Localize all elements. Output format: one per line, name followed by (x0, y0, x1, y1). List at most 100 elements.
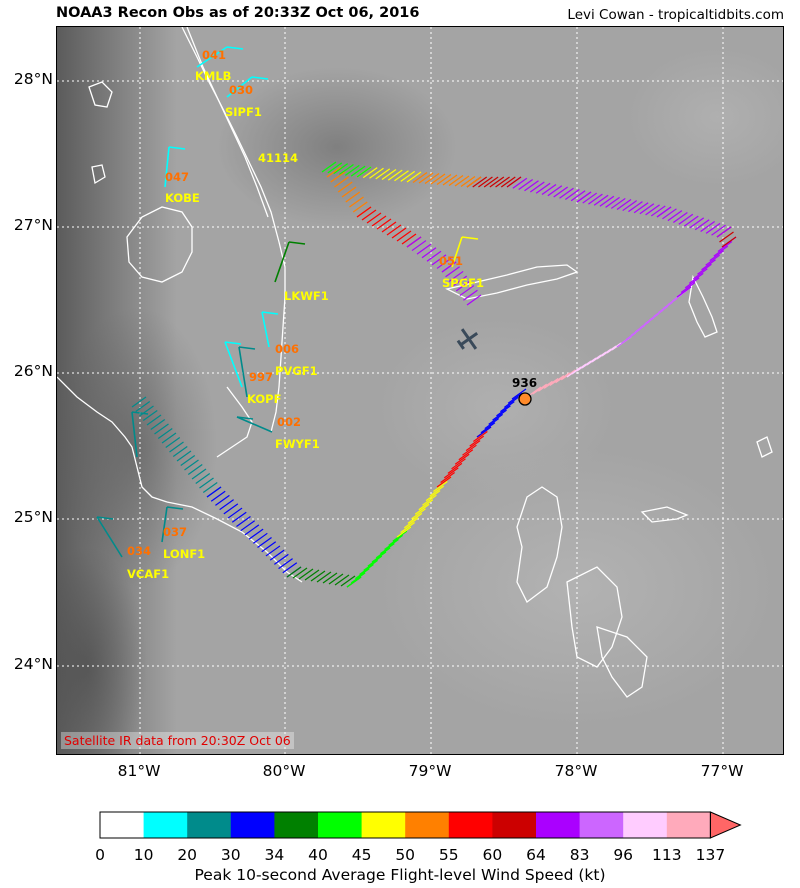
lat-lon-grid (57, 27, 783, 754)
colorbar-extend-arrow (709, 811, 742, 839)
wind-barb (684, 277, 700, 289)
wind-barb (460, 176, 476, 187)
wind-barb (518, 179, 534, 190)
wind-barb (352, 201, 368, 213)
station-value-kmlb: 041 (202, 48, 226, 62)
wind-barb (443, 467, 459, 479)
wind-barb (340, 575, 356, 587)
wind-barb (689, 217, 705, 229)
wind-barb (495, 176, 510, 188)
wind-barb (375, 168, 391, 180)
colorbar-tick-label: 83 (569, 846, 590, 864)
wind-barb (422, 494, 437, 506)
credit-text: Levi Cowan - tropicaltidbits.com (567, 7, 784, 23)
wind-barb (334, 176, 349, 188)
wind-barb (139, 405, 154, 417)
wind-barb (322, 572, 338, 584)
wind-barb (555, 372, 570, 384)
station-name-lkwf1: LKWF1 (284, 289, 329, 303)
wind-barb (716, 226, 732, 238)
wind-barb (406, 171, 422, 183)
colorbar-cell (274, 812, 319, 838)
colorbar-cell (579, 812, 624, 838)
colorbar-tick-label: 50 (395, 846, 416, 864)
wind-barb (480, 422, 496, 434)
wind-barb (469, 435, 485, 447)
colorbar-cell (536, 812, 581, 838)
wind-barb (282, 562, 298, 574)
colorbar-cell (100, 812, 145, 838)
wind-barb (559, 187, 574, 199)
wind-barb (269, 549, 285, 561)
wind-barb (511, 388, 527, 400)
wind-barb (371, 551, 387, 563)
wind-barb (349, 196, 364, 208)
wind-barb (210, 490, 226, 502)
wind-barb (401, 233, 417, 245)
wind-barb (553, 186, 569, 198)
wind-barb (199, 477, 214, 489)
wind-barb (451, 458, 466, 470)
wind-barb (131, 396, 147, 408)
wind-barb (447, 462, 463, 474)
lat-label-27n: 27°N (13, 216, 53, 234)
wind-barb (599, 195, 615, 207)
wind-barb (532, 383, 548, 395)
wind-barb (369, 167, 384, 179)
wind-barb (316, 571, 332, 583)
colorbar-tick-label: 0 (95, 846, 105, 864)
wind-barb (219, 499, 234, 511)
lon-label-79w: 79°W (408, 762, 452, 780)
wind-barb (248, 528, 264, 540)
wind-barb (676, 286, 692, 298)
wind-barb (392, 530, 408, 542)
wind-barb (278, 558, 293, 570)
wind-barb (436, 257, 452, 269)
wind-barb (244, 524, 260, 536)
wind-barb (328, 573, 344, 585)
wind-barb (310, 570, 326, 582)
wind-barb (333, 163, 349, 175)
wind-barb (656, 206, 672, 218)
wind-barb (165, 437, 181, 448)
wind-barb (261, 541, 277, 553)
wind-barb (274, 553, 289, 565)
colorbar-cell (361, 812, 406, 838)
colorbar-tick-label: 20 (177, 846, 198, 864)
wind-barb (400, 170, 416, 182)
wind-barb (499, 401, 515, 413)
wind-barb (388, 534, 404, 546)
wind-barb (172, 446, 188, 457)
wind-barb (645, 204, 660, 216)
wind-barb (321, 161, 337, 173)
wind-barb (492, 409, 507, 421)
wind-barb (622, 200, 638, 212)
station-value-kopf: 997 (249, 370, 273, 384)
wind-barb (605, 196, 620, 208)
wind-barb (387, 169, 403, 181)
wind-barb (688, 272, 704, 284)
station-wind-barb-flag (226, 46, 244, 50)
aircraft-icon (456, 328, 479, 350)
map-canvas[interactable]: 936 KMLB 041 SIPF1 030 41114 KOBE 047 LK… (57, 27, 784, 755)
wind-barb (593, 194, 609, 206)
station-name-pvgf1: PVGF1 (275, 364, 318, 378)
wind-barb (359, 564, 374, 575)
lat-label-28n: 28°N (13, 70, 53, 88)
wind-barb (709, 250, 725, 262)
wind-barb (394, 170, 409, 182)
wind-barb (379, 543, 395, 555)
colorbar-outline (99, 811, 711, 839)
wind-barb (431, 254, 447, 266)
map-panel[interactable]: 936 KMLB 041 SIPF1 030 41114 KOBE 047 LK… (56, 26, 784, 755)
wind-barb (700, 221, 715, 233)
wind-barb (411, 240, 427, 252)
map-title: NOAA3 Recon Obs as of 20:33Z Oct 06, 201… (56, 5, 420, 21)
wind-barb (713, 245, 729, 257)
station-name-kopf: KOPF (247, 392, 281, 406)
station-value-sipf1: 030 (229, 83, 253, 97)
colorbar-cell (405, 812, 450, 838)
lon-label-78w: 78°W (554, 762, 598, 780)
station-wind-barb-flag (236, 416, 254, 420)
station-wind-barb (274, 241, 290, 283)
